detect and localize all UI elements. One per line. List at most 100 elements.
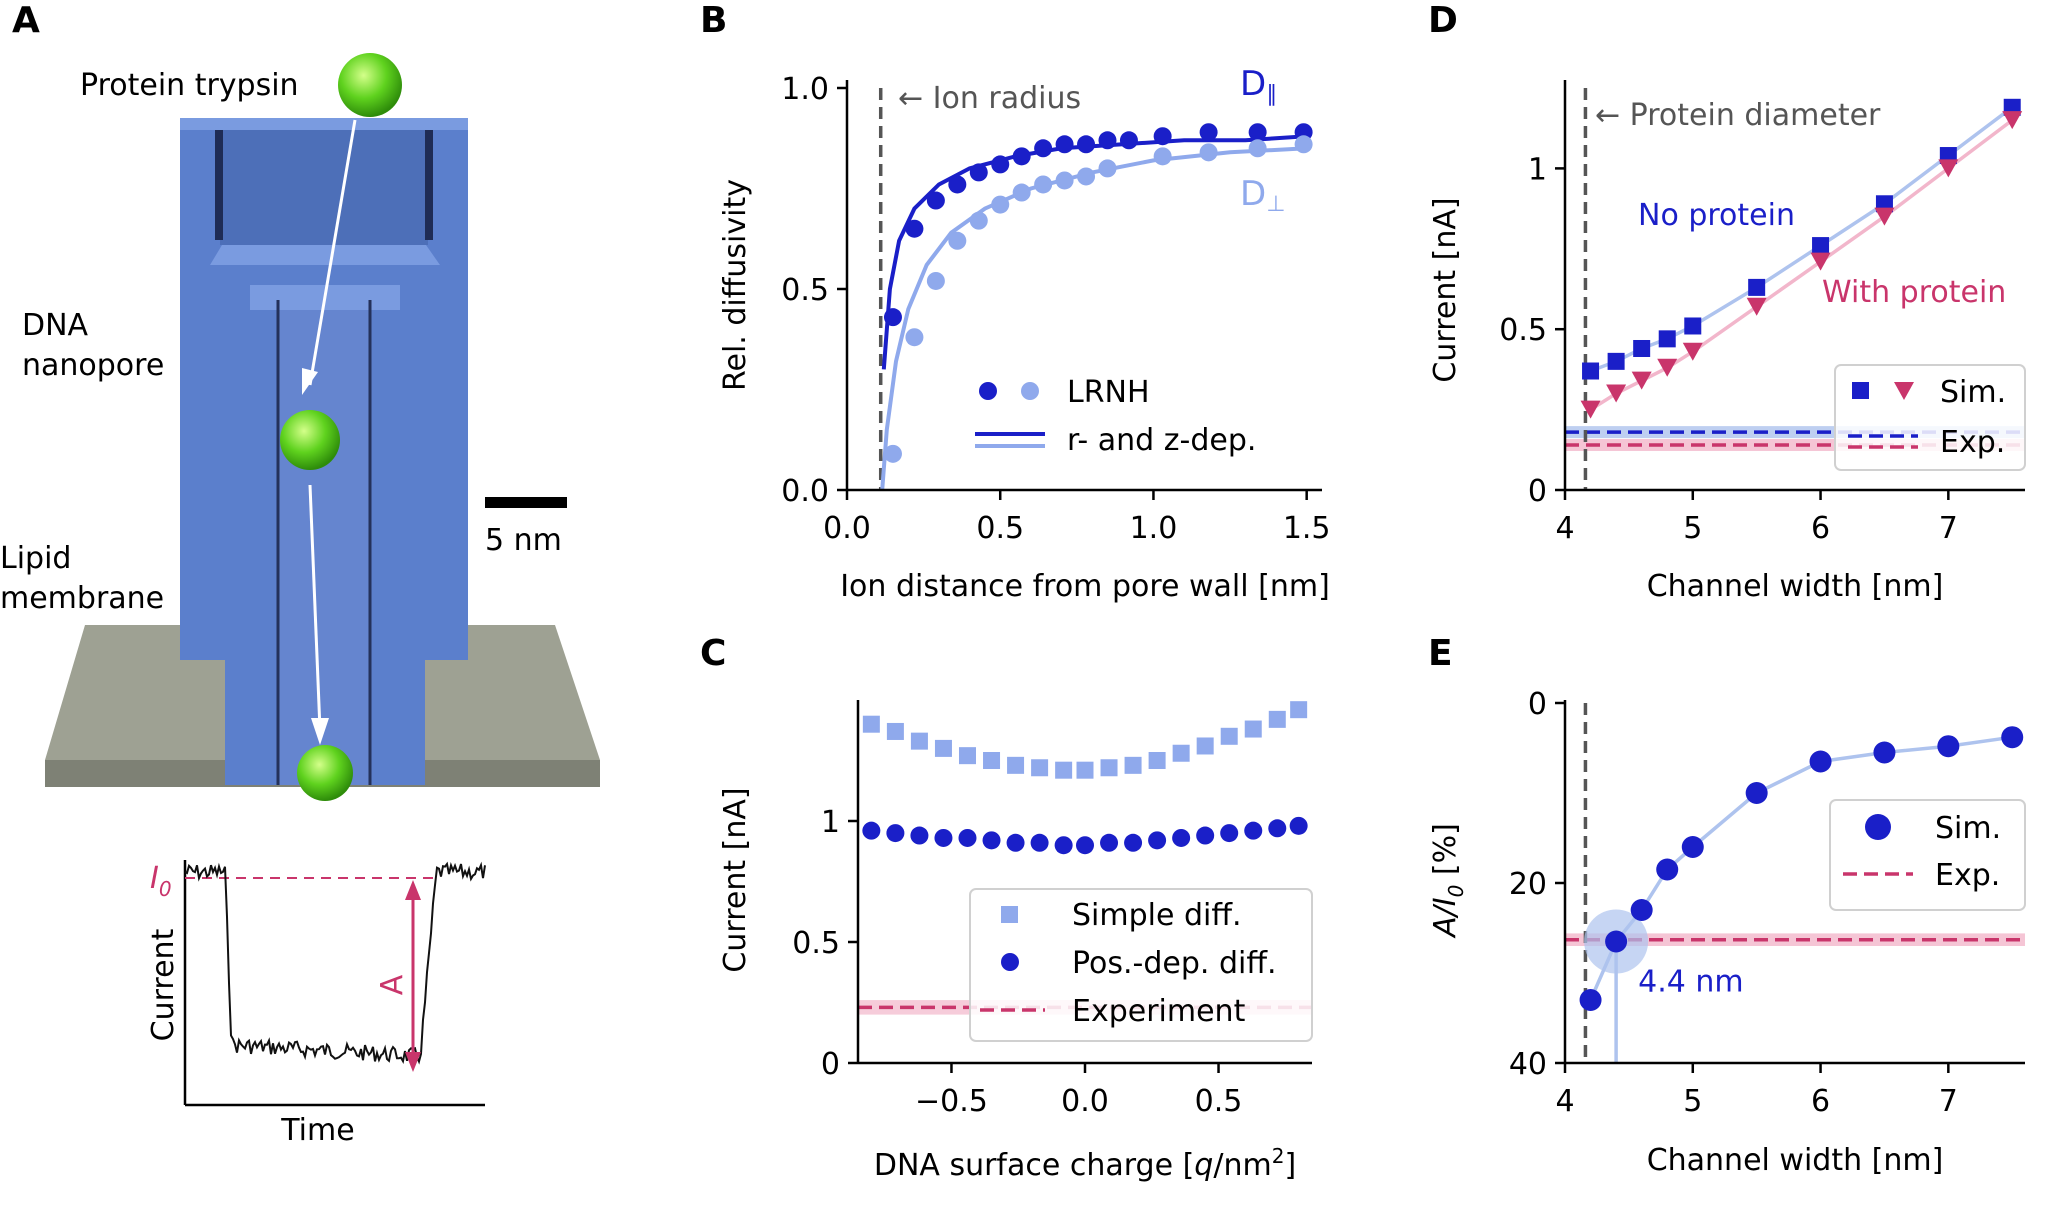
panel-d-data-points — [1580, 98, 2023, 419]
a-label: A — [375, 974, 410, 995]
i0-label: I0 — [150, 861, 172, 901]
data-point-no-protein — [1748, 278, 1766, 296]
data-point-simple-diff — [1031, 759, 1049, 777]
panel-b-xlabel: Ion distance from pore wall [nm] — [840, 569, 1330, 604]
data-point-perp — [1294, 135, 1313, 154]
data-point-no-protein — [1607, 352, 1625, 370]
data-point-with-protein — [1682, 342, 1703, 361]
data-point-simple-diff — [1220, 727, 1238, 745]
data-point-simple-diff — [1007, 756, 1025, 774]
data-point-simple-diff — [1076, 761, 1094, 779]
panel-label-e: E — [1428, 633, 1453, 674]
data-point-perp — [1034, 175, 1053, 194]
panel-c-xtick-label: 0.5 — [1195, 1084, 1243, 1119]
data-point-sim — [2001, 726, 2024, 749]
data-point-pos-dep-diff — [1006, 833, 1025, 852]
panel-c-data-points — [862, 701, 1308, 855]
data-point-parallel — [1077, 135, 1096, 154]
pore-upper-groove-right — [425, 130, 433, 240]
panel-b-vline-label: ← Ion radius — [898, 81, 1081, 116]
legend-e-sim: Sim. — [1935, 811, 2001, 846]
panel-label-c: C — [700, 633, 726, 674]
panel-e-xtick-label: 6 — [1811, 1084, 1830, 1119]
data-point-pos-dep-diff — [1148, 831, 1167, 850]
experiment-band — [1565, 933, 2025, 946]
legend-d-sim: Sim. — [1940, 375, 2006, 410]
data-point-perp — [883, 444, 902, 463]
data-point-simple-diff — [934, 739, 952, 757]
panel-b-ytick-label: 0.0 — [781, 474, 829, 509]
data-point-pos-dep-diff — [1100, 833, 1119, 852]
data-point-parallel — [1055, 135, 1074, 154]
data-point-with-protein — [1746, 297, 1767, 316]
c-xlabel-end: ] — [1284, 1148, 1296, 1183]
panel-d-xtick-label: 7 — [1939, 511, 1958, 546]
c-xlabel-sup: 2 — [1272, 1144, 1285, 1168]
data-point-simple-diff — [910, 732, 928, 750]
c-xlabel-q: q — [1194, 1148, 1213, 1183]
current-trace — [184, 861, 486, 1065]
data-point-pos-dep-diff — [1220, 824, 1239, 843]
data-point-perp — [1055, 171, 1074, 190]
i0-label-sub: 0 — [159, 877, 172, 901]
data-point-parallel — [1012, 147, 1031, 166]
data-point-perp — [991, 195, 1010, 214]
data-point-parallel — [948, 175, 967, 194]
legend-c-experiment: Experiment — [1072, 994, 1246, 1029]
data-point-pos-dep-diff — [886, 824, 905, 843]
data-point-pos-dep-diff — [1076, 836, 1094, 855]
legend-b-dot-light — [1021, 382, 1039, 400]
data-point-simple-diff — [1100, 759, 1118, 777]
data-point-with-protein — [2002, 111, 2023, 130]
data-point-pos-dep-diff — [1196, 826, 1215, 845]
legend-d-square — [1852, 382, 1869, 399]
data-point-sim — [1745, 782, 1768, 804]
panel-label-b: B — [700, 0, 727, 41]
guide-line-with-protein — [1589, 118, 2014, 412]
data-point-parallel — [969, 163, 988, 182]
data-point-no-protein — [1582, 362, 1600, 380]
panel-d-xtick-label: 6 — [1811, 511, 1830, 546]
panel-e-xtick-label: 7 — [1939, 1084, 1958, 1119]
data-point-pos-dep-diff — [1124, 833, 1143, 852]
data-point-pos-dep-diff — [1030, 833, 1049, 852]
data-point-perp — [1012, 183, 1031, 202]
data-point-perp — [969, 211, 988, 230]
panel-d-ytick-label: 0.5 — [1499, 313, 1547, 348]
data-point-perp — [1199, 143, 1218, 162]
panel-b-ylabel: Rel. diffusivity — [718, 179, 753, 391]
data-point-simple-diff — [1268, 710, 1286, 728]
data-point-sim — [1656, 858, 1679, 881]
panel-e-ylabel: A/I0 [%] — [1428, 823, 1468, 939]
translocation-arrowhead-2 — [311, 718, 329, 745]
legend-b-dot-dark — [979, 382, 997, 400]
translocation-arrow-2 — [308, 484, 322, 731]
current-trace-plot: I0 A Current Time — [146, 860, 486, 1148]
pore-label-line-2: nanopore — [22, 348, 164, 383]
label-with-protein: With protein — [1822, 275, 2006, 310]
panel-c-plot: −0.5 0.0 0.5 0 0.5 1 Simple diff. Pos.-dep. d… — [718, 700, 1313, 1183]
data-point-perp — [1248, 139, 1267, 158]
translocation-arrow-1 — [308, 119, 357, 386]
panel-e-xtick-label: 5 — [1683, 1084, 1702, 1119]
panel-b-data-points — [883, 123, 1313, 463]
data-point-parallel — [926, 191, 945, 210]
data-point-simple-diff — [1172, 744, 1190, 762]
data-point-simple-diff — [1148, 752, 1166, 769]
data-point-parallel — [1199, 123, 1218, 142]
data-point-parallel — [1153, 127, 1172, 146]
panel-d-ytick-label: 1 — [1528, 152, 1547, 187]
data-point-no-protein — [1633, 339, 1651, 357]
data-point-parallel — [905, 219, 924, 238]
scale-bar — [485, 497, 567, 508]
data-point-sim — [1873, 741, 1896, 764]
panel-label-d: D — [1428, 0, 1458, 41]
panel-b-xtick-label: 0.0 — [823, 511, 871, 546]
data-point-parallel — [1248, 123, 1267, 142]
data-point-no-protein — [1684, 317, 1702, 335]
data-point-simple-diff — [886, 722, 904, 740]
data-point-with-protein — [1606, 384, 1627, 403]
legend-c-square — [1001, 906, 1018, 923]
data-point-parallel — [1098, 131, 1117, 150]
